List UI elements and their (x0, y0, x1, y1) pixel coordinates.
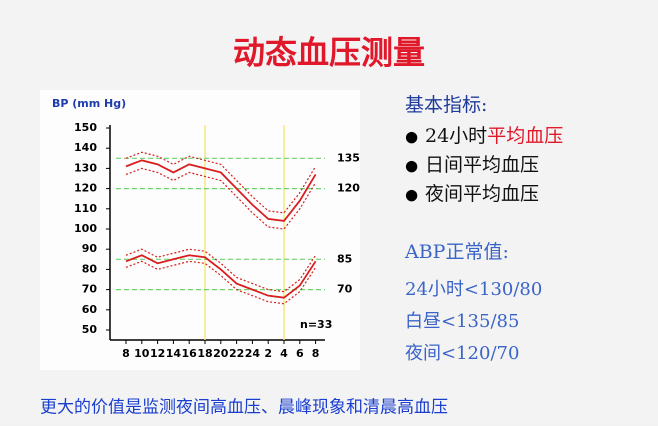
chart-panel (40, 90, 360, 370)
x-tick-label: 14 (166, 347, 182, 360)
bullet: ● (405, 157, 418, 175)
indicator-item: 夜间平均血压 (425, 183, 539, 205)
series-line (125, 167, 317, 230)
normal-item: 白昼<135/85 (405, 311, 519, 332)
reference-label: 120 (337, 182, 360, 195)
normal-item: 24小时<130/80 (405, 279, 542, 300)
x-tick-label: 12 (150, 347, 165, 360)
reference-label: 85 (337, 252, 352, 265)
bullet: ● (405, 186, 418, 204)
x-tick-label: 24 (245, 347, 261, 360)
indicator-text: 夜间平均血压 (425, 183, 539, 205)
footer: 更大的价值是监测夜间高血压、晨峰现象和清晨高血压 (40, 398, 448, 418)
y-axis-label: BP (mm Hg) (52, 97, 126, 110)
y-tick-label: 80 (82, 262, 98, 275)
reference-label: 70 (337, 283, 353, 296)
indicator-item: 日间平均血压 (425, 154, 539, 176)
indicator-text: 日间平均血压 (425, 154, 539, 176)
x-tick-label: 6 (296, 347, 304, 360)
x-tick-label: 2 (264, 347, 272, 360)
series-line (125, 151, 317, 214)
x-tick-label: 10 (134, 347, 150, 360)
annotation: n=33 (300, 318, 332, 331)
x-tick-label: 16 (182, 347, 198, 360)
x-tick-label: 4 (280, 347, 288, 360)
y-tick-label: 140 (74, 141, 97, 154)
bullet: ● (405, 128, 418, 146)
y-tick-label: 100 (74, 222, 97, 235)
indicator-item: 24小时平均血压 (425, 125, 563, 147)
indicators-heading: 基本指标: (405, 94, 487, 116)
series-line (125, 254, 317, 299)
y-tick-label: 110 (74, 202, 97, 215)
indicator-text: 平均血压 (487, 125, 563, 147)
series-line (125, 159, 317, 222)
y-tick-label: 150 (74, 121, 97, 134)
reference-label: 135 (337, 151, 360, 164)
indicator-text: 24小时 (425, 125, 487, 147)
y-tick-label: 120 (74, 182, 97, 195)
slide-title: 动态血压测量 (233, 34, 425, 72)
x-tick-label: 8 (312, 347, 320, 360)
y-tick-label: 70 (82, 283, 98, 296)
y-tick-label: 60 (82, 303, 98, 316)
normal-heading: ABP正常值: (404, 241, 509, 263)
x-tick-label: 18 (197, 347, 212, 360)
y-tick-label: 50 (82, 323, 98, 336)
x-tick-label: 8 (122, 347, 130, 360)
x-tick-label: 22 (229, 347, 244, 360)
y-tick-label: 130 (74, 161, 97, 174)
normal-item: 夜间<120/70 (405, 343, 519, 364)
y-tick-label: 90 (82, 242, 98, 255)
x-tick-label: 20 (213, 347, 229, 360)
